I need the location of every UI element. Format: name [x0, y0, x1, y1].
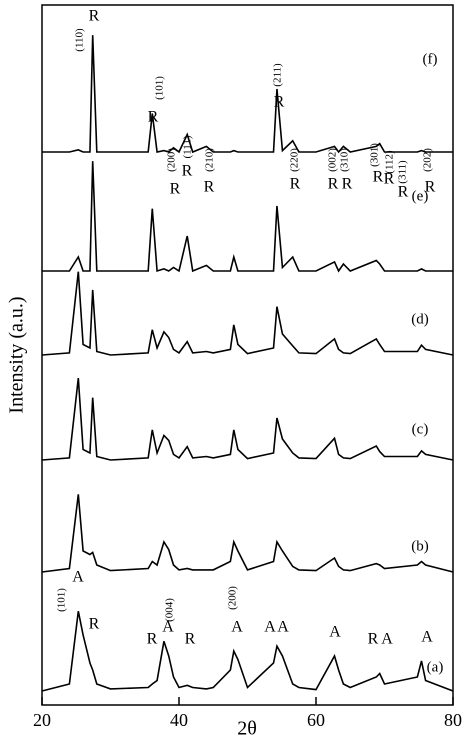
phase-label: R [368, 631, 379, 648]
phase-label: A [329, 624, 341, 641]
phase-label: R [89, 8, 100, 25]
phase-label: A [72, 569, 84, 586]
y-axis-label: Intensity (a.u.) [6, 296, 28, 413]
hkl-label: (211) [272, 63, 284, 87]
x-tick-label: 40 [170, 710, 188, 730]
phase-label: R [170, 181, 181, 198]
series-label: (d) [411, 311, 429, 327]
phase-label: R [398, 184, 409, 201]
x-axis-label: 2θ [237, 718, 257, 740]
phase-label: R [185, 631, 196, 648]
xrd-pattern [42, 161, 453, 273]
hkl-label: (202) [422, 148, 434, 172]
hkl-label: (101) [56, 588, 68, 612]
phase-label: A [231, 619, 243, 636]
hkl-label: (111) [182, 135, 194, 158]
hkl-label: (004) [164, 598, 176, 622]
phase-label: R [204, 179, 215, 196]
xrd-pattern [42, 35, 453, 154]
phase-label: R [89, 616, 100, 633]
phase-label: R [342, 176, 353, 193]
hkl-label: (112) [384, 150, 396, 174]
series-label: (c) [412, 421, 429, 437]
hkl-label: (311) [397, 160, 409, 184]
xrd-pattern [41, 494, 454, 573]
phase-label: A [264, 619, 276, 636]
xrd-pattern [41, 378, 454, 461]
phase-label: R [328, 176, 339, 193]
x-tick-label: 60 [307, 710, 325, 730]
hkl-label: (101) [154, 76, 166, 100]
phase-label: R [148, 109, 159, 126]
hkl-label: (310) [339, 148, 351, 172]
phase-label: R [274, 94, 285, 111]
phase-label: A [381, 631, 393, 648]
phase-label: R [384, 171, 395, 188]
series-label: (e) [412, 188, 429, 204]
xrd-pattern [41, 271, 454, 356]
phase-label: A [277, 619, 289, 636]
hkl-label: (200) [166, 148, 178, 172]
series-label: (b) [411, 538, 429, 554]
phase-label: A [162, 619, 174, 636]
hkl-label: (220) [289, 148, 301, 172]
series-label: (a) [427, 659, 444, 675]
plot-frame [41, 4, 454, 706]
phase-label: R [425, 179, 436, 196]
x-tick-label: 80 [444, 710, 462, 730]
phase-label: R [147, 631, 158, 648]
series-label: (f) [423, 51, 438, 67]
phase-label: R [373, 169, 384, 186]
hkl-label: (301) [369, 143, 381, 167]
x-tick-label: 20 [33, 710, 51, 730]
hkl-label: (200) [227, 586, 239, 610]
xrd-pattern [41, 611, 454, 692]
phase-label: R [290, 176, 301, 193]
phase-label: A [421, 629, 433, 646]
hkl-label: (002) [327, 148, 339, 172]
hkl-label: (110) [74, 28, 86, 52]
hkl-label: (210) [204, 148, 216, 172]
phase-label: R [182, 163, 193, 180]
